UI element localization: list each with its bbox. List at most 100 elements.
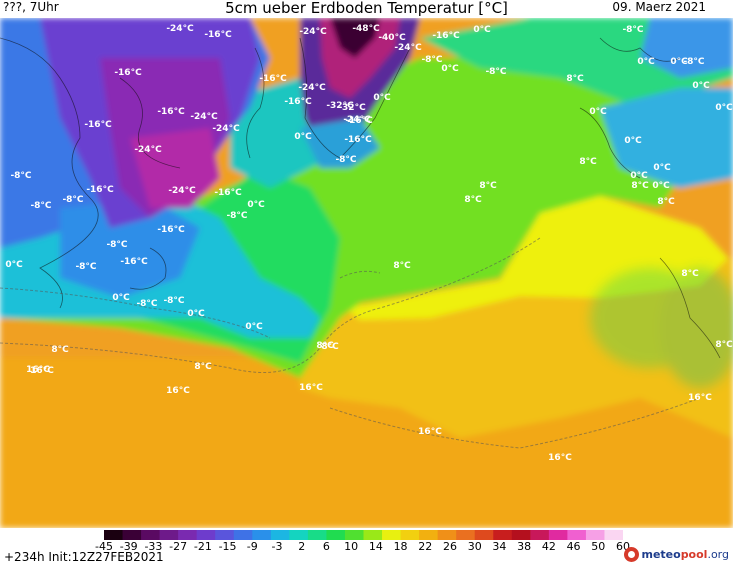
contour-label: -24°C <box>168 186 196 196</box>
contour-label: -48°C <box>352 24 380 34</box>
contour-label: -16°C <box>345 116 373 126</box>
contour-label: -24°C <box>212 124 240 134</box>
colorbar-tick-label: 46 <box>566 540 581 553</box>
colorbar-swatch <box>289 530 309 540</box>
contour-label: 8°C <box>393 261 411 271</box>
colorbar-tick-label: 2 <box>298 540 306 553</box>
contour-label: -24°C <box>299 27 327 37</box>
colorbar-swatch <box>159 530 179 540</box>
temperature-map: -48°C-40°C-32°C-32°C-24°C -24°C-24°C-24°C… <box>0 18 733 528</box>
colorbar-swatch <box>493 530 513 540</box>
colorbar-tick-label: 10 <box>344 540 359 553</box>
contour-label: -8°C <box>10 171 31 181</box>
contour-label: -8°C <box>30 201 51 211</box>
colorbar-swatch <box>344 530 365 540</box>
contour-label: -16°C <box>214 188 242 198</box>
contour-label: 16°C <box>418 427 442 437</box>
logo-icon <box>624 546 640 562</box>
contour-label: -16°C <box>259 74 287 84</box>
contour-label: 0°C <box>637 57 655 67</box>
colorbar-swatch <box>326 530 346 540</box>
colorbar-tick-label: 38 <box>517 540 532 553</box>
colorbar-swatch <box>511 530 531 540</box>
contour-label: 0°C <box>247 200 265 210</box>
contour-label: -16°C <box>86 185 114 195</box>
colorbar-tick-label: 18 <box>393 540 408 553</box>
contour-label: 0°C <box>589 107 607 117</box>
colorbar-swatch <box>270 530 290 540</box>
logo-text-org: .org <box>707 547 729 561</box>
colorbar-tick-label: -33 <box>144 540 163 553</box>
contour-label: -8°C <box>683 57 704 67</box>
contour-label: 8°C <box>579 157 597 167</box>
colorbar-swatch <box>604 530 623 540</box>
valid-date-label: 09. Maerz 2021 <box>612 0 706 14</box>
colorbar-tick-label: 42 <box>541 540 556 553</box>
colorbar-swatch <box>567 530 587 540</box>
colorbar-swatch <box>252 530 272 540</box>
run-info: +234h Init:12Z27FEB2021 <box>4 550 164 564</box>
contour-label: 0°C <box>245 322 263 332</box>
logo-text-meteo: meteo <box>641 547 681 561</box>
contour-label: 8°C <box>631 181 649 191</box>
contour-label: -16°C <box>120 257 148 267</box>
colorbar-swatch <box>196 530 216 540</box>
colorbar-tick-label: -9 <box>246 540 258 553</box>
colorbar-tick-label: -3 <box>271 540 283 553</box>
contour-label: 16°C <box>166 386 190 396</box>
contour-label: 0°C <box>473 25 491 35</box>
colorbar-swatch <box>233 530 253 540</box>
colorbar-swatch <box>215 530 235 540</box>
colorbar-swatch <box>307 530 328 540</box>
contour-label: 0°C <box>624 136 642 146</box>
contour-label: -16°C <box>114 68 142 78</box>
contour-label: -8°C <box>75 262 96 272</box>
colorbar-swatch <box>437 530 457 540</box>
contour-label: 0°C <box>692 81 710 91</box>
contour-label: 16°C <box>548 453 572 463</box>
contour-label: -24°C <box>298 83 326 93</box>
colorbar-swatch <box>400 530 420 540</box>
contour-label: 16°C <box>299 383 323 393</box>
colorbar-tick-label: 22 <box>418 540 433 553</box>
legend-area: -45 -39 -33 -27 -21 -15 -9 -3 2 6 10 14 18 22 26 30 34 38… <box>0 528 733 566</box>
contour-label: 0°C <box>112 293 130 303</box>
map-title: 5cm ueber Erdboden Temperatur [°C] <box>225 0 508 17</box>
contour-label: 8°C <box>657 197 675 207</box>
contour-label: -16°C <box>204 30 232 40</box>
contour-label: -8°C <box>136 299 157 309</box>
contour-label: -8°C <box>226 211 247 221</box>
colorbar-swatch <box>530 530 550 540</box>
contour-label: -32°C <box>326 101 354 111</box>
colorbar-tick-label: 14 <box>368 540 383 553</box>
contour-label: 0°C <box>630 171 648 181</box>
colorbar-swatch <box>548 530 568 540</box>
contour-label: -24°C <box>343 115 371 125</box>
colorbar-swatch <box>456 530 476 540</box>
colorbar-tick-label: 26 <box>443 540 457 553</box>
contour-label: -8°C <box>62 195 83 205</box>
contour-label: -16°C <box>157 225 185 235</box>
contour-labels: -48°C-40°C-32°C-32°C-24°C -24°C-24°C-24°C… <box>5 24 733 463</box>
colorbar-tick-label: -45 <box>95 540 113 553</box>
contour-label: -8°C <box>485 67 506 77</box>
colorbar-ticks: -45 -39 -33 -27 -21 -15 -9 -3 2 6 10 14 18 22 26 30 34 38… <box>95 540 630 554</box>
colorbar-swatch <box>419 530 439 540</box>
colorbar-swatch <box>141 530 161 540</box>
colorbar-swatch <box>104 530 124 540</box>
contour-label: 0°C <box>5 260 23 270</box>
contour-label: 8°C <box>566 74 584 84</box>
contour-label: 8°C <box>194 362 212 372</box>
contour-label: 8°C <box>681 269 699 279</box>
contour-label: -40°C <box>378 33 406 43</box>
contour-label: 8°C <box>51 345 69 355</box>
contour-label: 0°C <box>652 181 670 191</box>
colorbar-swatch <box>122 530 142 540</box>
meteopool-logo[interactable]: meteopool.org <box>624 544 729 564</box>
contour-label: -16°C <box>157 107 185 117</box>
contour-label: 8°C <box>715 340 733 350</box>
contour-label: -16°C <box>284 97 312 107</box>
colorbar-tick-label: 30 <box>467 540 482 553</box>
contour-label: 0°C <box>670 57 688 67</box>
contour-label: 0°C <box>441 64 459 74</box>
